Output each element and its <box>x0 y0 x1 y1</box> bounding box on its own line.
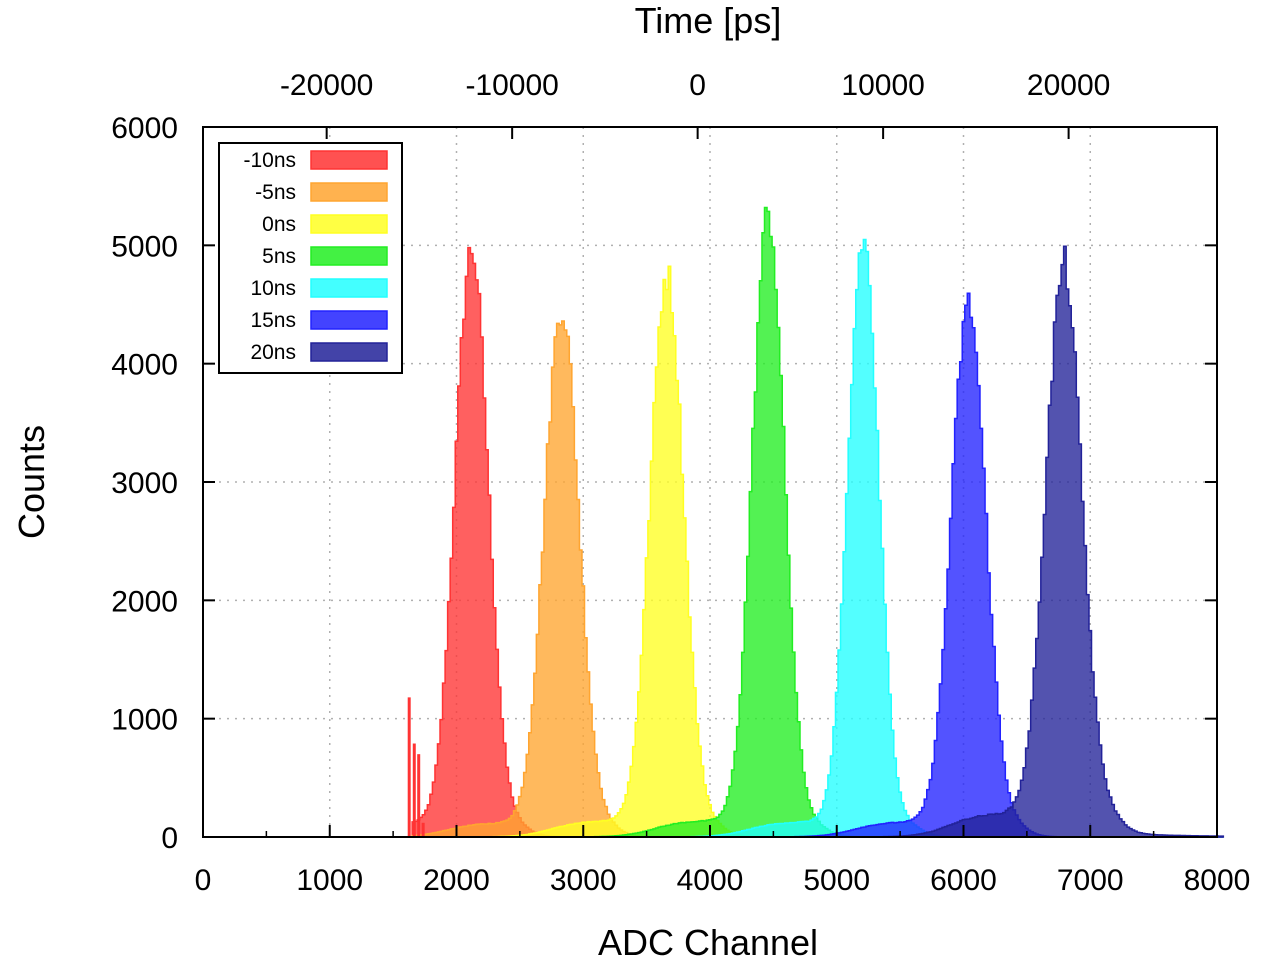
y-tick-label: 5000 <box>111 230 178 263</box>
x-tick-label: 8000 <box>1184 864 1251 897</box>
y-tick-label: 1000 <box>111 704 178 737</box>
legend-swatch <box>310 342 388 362</box>
y-tick-label: 0 <box>161 822 178 855</box>
y-tick-label: 2000 <box>111 585 178 618</box>
legend-label: 10ns <box>250 277 296 300</box>
legend-swatch <box>310 214 388 234</box>
legend-swatch <box>310 182 388 202</box>
legend-label: -5ns <box>255 181 296 204</box>
legend-label: 5ns <box>262 245 296 268</box>
legend-swatch <box>310 150 388 170</box>
x2-tick-label: 20000 <box>1027 69 1110 102</box>
legend-label: 20ns <box>250 341 296 364</box>
x-tick-label: 4000 <box>677 864 744 897</box>
tick-marks <box>202 126 1218 838</box>
spike-bin <box>407 697 411 837</box>
x2-tick-labels: -20000 -10000 0 10000 20000 <box>280 69 1110 102</box>
y-tick-label: 6000 <box>111 112 178 145</box>
x-tick-label: 5000 <box>803 864 870 897</box>
spike-bin <box>412 743 416 837</box>
x2-tick-label: 10000 <box>841 69 924 102</box>
x-axis-title: ADC Channel <box>598 922 818 963</box>
spike-bins <box>407 697 425 837</box>
spike-bin <box>421 822 425 837</box>
y-tick-labels: 0 1000 2000 3000 4000 5000 6000 <box>111 112 178 855</box>
x2-tick-label: -10000 <box>465 69 558 102</box>
x-tick-label: 2000 <box>423 864 490 897</box>
x-tick-label: 1000 <box>296 864 363 897</box>
x2-axis-title: Time [ps] <box>635 0 782 41</box>
y-tick-label: 3000 <box>111 467 178 500</box>
x-tick-labels: 0 1000 2000 3000 4000 5000 6000 7000 8000 <box>195 864 1251 897</box>
x-tick-label: 3000 <box>550 864 617 897</box>
legend-label: 0ns <box>262 213 296 236</box>
x2-tick-label: -20000 <box>280 69 373 102</box>
x-tick-label: 7000 <box>1057 864 1124 897</box>
x2-tick-label: 0 <box>689 69 706 102</box>
legend-label: 15ns <box>250 309 296 332</box>
legend: -10ns -5ns 0ns 5ns 10ns 15ns 20ns <box>218 142 403 374</box>
legend-label: -10ns <box>243 149 296 172</box>
x-tick-label: 6000 <box>930 864 997 897</box>
y-axis-title: Counts <box>11 425 52 539</box>
legend-swatch <box>310 310 388 330</box>
legend-swatch <box>310 246 388 266</box>
series-histograms <box>407 206 1225 838</box>
y-tick-label: 4000 <box>111 349 178 382</box>
x-tick-label: 0 <box>195 864 212 897</box>
spike-bin <box>417 754 421 837</box>
legend-swatch <box>310 278 388 298</box>
